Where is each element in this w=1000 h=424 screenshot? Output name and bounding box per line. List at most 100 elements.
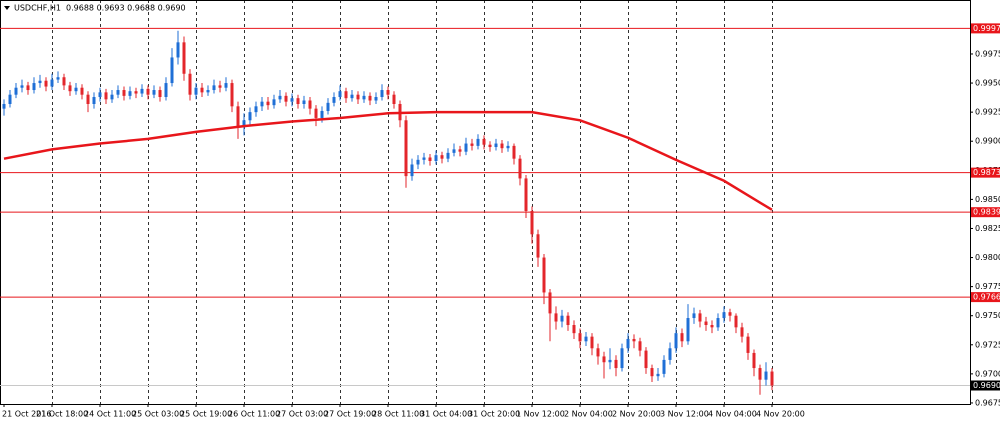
candle-body — [656, 373, 660, 377]
candle-body — [296, 98, 300, 104]
candle-body — [548, 292, 552, 314]
candle-body — [560, 315, 564, 322]
y-tick-label: 0.9925 — [975, 108, 1000, 117]
y-tick-label: 0.9775 — [975, 282, 1000, 291]
x-tick-label: 25 Oct 03:00 — [132, 410, 184, 419]
candle-body — [404, 120, 408, 177]
candle-body — [80, 87, 84, 95]
candle-body — [590, 336, 594, 349]
candle-body — [770, 371, 774, 386]
candle-body — [248, 112, 252, 121]
candle-body — [284, 95, 288, 102]
candle-body — [668, 348, 672, 360]
candle-body — [206, 90, 210, 93]
candle-body — [140, 88, 144, 94]
candle-body — [356, 94, 360, 100]
candle-body — [26, 85, 30, 91]
candle-body — [260, 101, 264, 107]
level-label-box — [971, 292, 1000, 303]
candle-body — [86, 94, 90, 104]
candle-body — [446, 152, 450, 159]
candle-body — [422, 157, 426, 160]
candle-body — [44, 80, 48, 87]
moving-average — [3, 110, 773, 211]
candle-body — [500, 143, 504, 149]
level-label-box — [971, 167, 1000, 178]
x-tick-label: 4 Nov 20:00 — [756, 410, 805, 419]
candle-body — [620, 348, 624, 369]
candle-body — [410, 164, 414, 177]
candle-body — [608, 359, 612, 363]
x-tick-label: 21 Oct 2016 — [2, 410, 51, 419]
candle-body — [374, 97, 378, 101]
candle-body — [464, 143, 468, 152]
candle-body — [272, 99, 276, 106]
candle-body — [476, 138, 480, 146]
current-price-box — [971, 380, 1000, 391]
x-tick-label: 2 Nov 04:00 — [564, 410, 613, 419]
candle-body — [452, 149, 456, 153]
candle-body — [308, 100, 312, 109]
candle-body — [488, 144, 492, 148]
candle-body — [386, 90, 390, 95]
x-tick-label: 25 Oct 19:00 — [180, 410, 232, 419]
candle-body — [482, 138, 486, 145]
candle-body — [338, 91, 342, 98]
candle-body — [2, 103, 6, 109]
level-label: 0.9766 — [973, 293, 1000, 302]
candle-body — [530, 211, 534, 235]
x-tick-label: 31 Oct 20:00 — [468, 410, 520, 419]
x-tick-label: 2 Nov 20:00 — [612, 410, 661, 419]
candle-body — [56, 77, 60, 80]
candle-body — [716, 318, 720, 328]
y-tick-label: 0.9975 — [975, 49, 1000, 58]
candle-body — [104, 92, 108, 100]
menu-arrow[interactable] — [4, 6, 10, 10]
x-tick-label: 21 Oct 18:00 — [36, 410, 88, 419]
candle-body — [164, 83, 168, 98]
candle-body — [734, 315, 738, 328]
x-tick-label: 27 Oct 03:00 — [276, 410, 328, 419]
candle-body — [212, 85, 216, 91]
candle-body — [746, 336, 750, 353]
candle-body — [68, 85, 72, 92]
candle-body — [518, 158, 522, 179]
candle-body — [596, 348, 600, 357]
candle-body — [236, 106, 240, 128]
current-price-label: 0.9690 — [973, 381, 1000, 390]
candle-body — [224, 83, 228, 88]
candle-body — [524, 178, 528, 212]
x-tick-label: 1 Nov 12:00 — [516, 410, 565, 419]
plot-frame — [0, 0, 971, 405]
candle-body — [416, 159, 420, 165]
y-tick-label: 0.9675 — [975, 398, 1000, 407]
candle-body — [188, 73, 192, 95]
candle-body — [14, 87, 18, 95]
candle-body — [614, 359, 618, 369]
x-tick-label: 3 Nov 12:00 — [660, 410, 709, 419]
candle-body — [128, 91, 132, 96]
candle-body — [98, 92, 102, 98]
x-tick-label: 28 Oct 11:00 — [372, 410, 424, 419]
candle-body — [344, 91, 348, 99]
candle-body — [230, 83, 234, 107]
candle-body — [512, 145, 516, 159]
candle-body — [362, 95, 366, 100]
candle-body — [290, 98, 294, 102]
candle-body — [20, 85, 24, 88]
candle-body — [350, 94, 354, 99]
candle-body — [32, 83, 36, 91]
candle-body — [602, 356, 606, 363]
candle-body — [650, 368, 654, 377]
level-label: 0.9839 — [973, 208, 1000, 217]
candle-body — [176, 42, 180, 58]
level-label: 0.9873 — [973, 168, 1000, 177]
candle-body — [722, 312, 726, 319]
candle-body — [242, 120, 246, 128]
candle-body — [740, 327, 744, 337]
candle-body — [50, 79, 54, 87]
